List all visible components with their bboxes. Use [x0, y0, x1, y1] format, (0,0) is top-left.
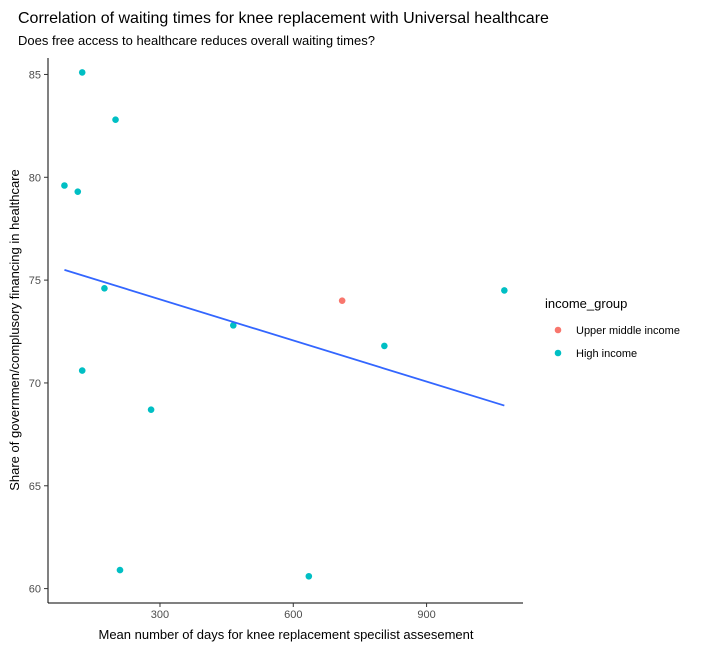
data-point — [74, 188, 82, 195]
y-axis-ticks: 60 65 70 75 80 85 — [29, 69, 48, 596]
data-point — [78, 69, 86, 76]
x-tick-label: 900 — [417, 609, 435, 621]
legend-key — [554, 326, 562, 334]
data-point — [381, 342, 388, 350]
data-point — [61, 182, 68, 189]
legend-entries: Upper middle income High income — [554, 325, 680, 360]
legend-label: Upper middle income — [576, 325, 680, 337]
data-point — [147, 406, 155, 413]
y-axis-title: Share of governmen/complusory financing … — [7, 169, 22, 491]
legend: income_group Upper middle income High inc… — [545, 296, 680, 360]
y-tick-label: 75 — [29, 275, 41, 287]
trend-line — [64, 268, 505, 407]
data-point — [501, 287, 508, 294]
x-axis-title: Mean number of days for knee replacement… — [98, 627, 473, 642]
data-point — [116, 566, 124, 574]
y-tick-label: 80 — [29, 172, 41, 184]
legend-title: income_group — [545, 296, 627, 311]
data-point — [305, 572, 313, 580]
y-tick-label: 60 — [29, 584, 41, 596]
x-tick-label: 600 — [284, 609, 302, 621]
data-point — [101, 285, 108, 292]
chart-title: Correlation of waiting times for knee re… — [18, 10, 549, 27]
plot-area — [61, 69, 508, 580]
chart-subtitle: Does free access to healthcare reduces o… — [18, 33, 375, 48]
y-tick-label: 85 — [29, 69, 41, 81]
y-tick-label: 65 — [29, 481, 41, 493]
data-point — [78, 367, 86, 374]
legend-key — [554, 349, 562, 357]
data-point — [112, 116, 119, 123]
data-point — [338, 297, 346, 304]
x-axis-ticks: 300 600 900 — [151, 603, 436, 621]
data-point — [229, 322, 237, 329]
x-tick-label: 300 — [151, 609, 169, 621]
y-tick-label: 70 — [29, 378, 41, 390]
legend-label: High income — [576, 348, 637, 360]
